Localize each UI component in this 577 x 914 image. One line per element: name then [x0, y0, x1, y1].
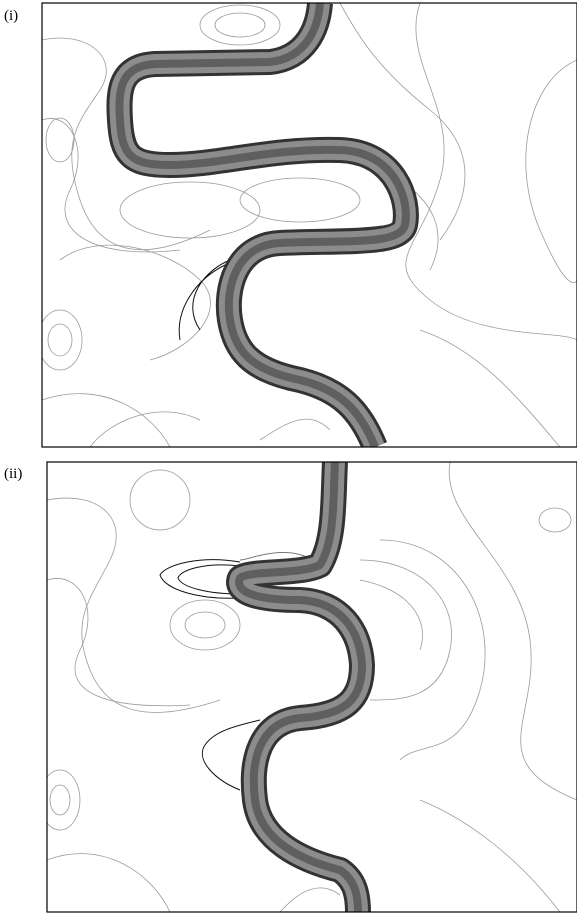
- panel-label: (ii): [4, 466, 22, 482]
- panel-ii: (ii): [4, 461, 577, 913]
- panel-frame: [41, 2, 577, 448]
- panel-i: (i): [4, 2, 577, 448]
- contours: [47, 462, 577, 912]
- panel-label: (i): [4, 8, 18, 24]
- contours: [42, 3, 577, 447]
- panel-frame: [46, 461, 577, 913]
